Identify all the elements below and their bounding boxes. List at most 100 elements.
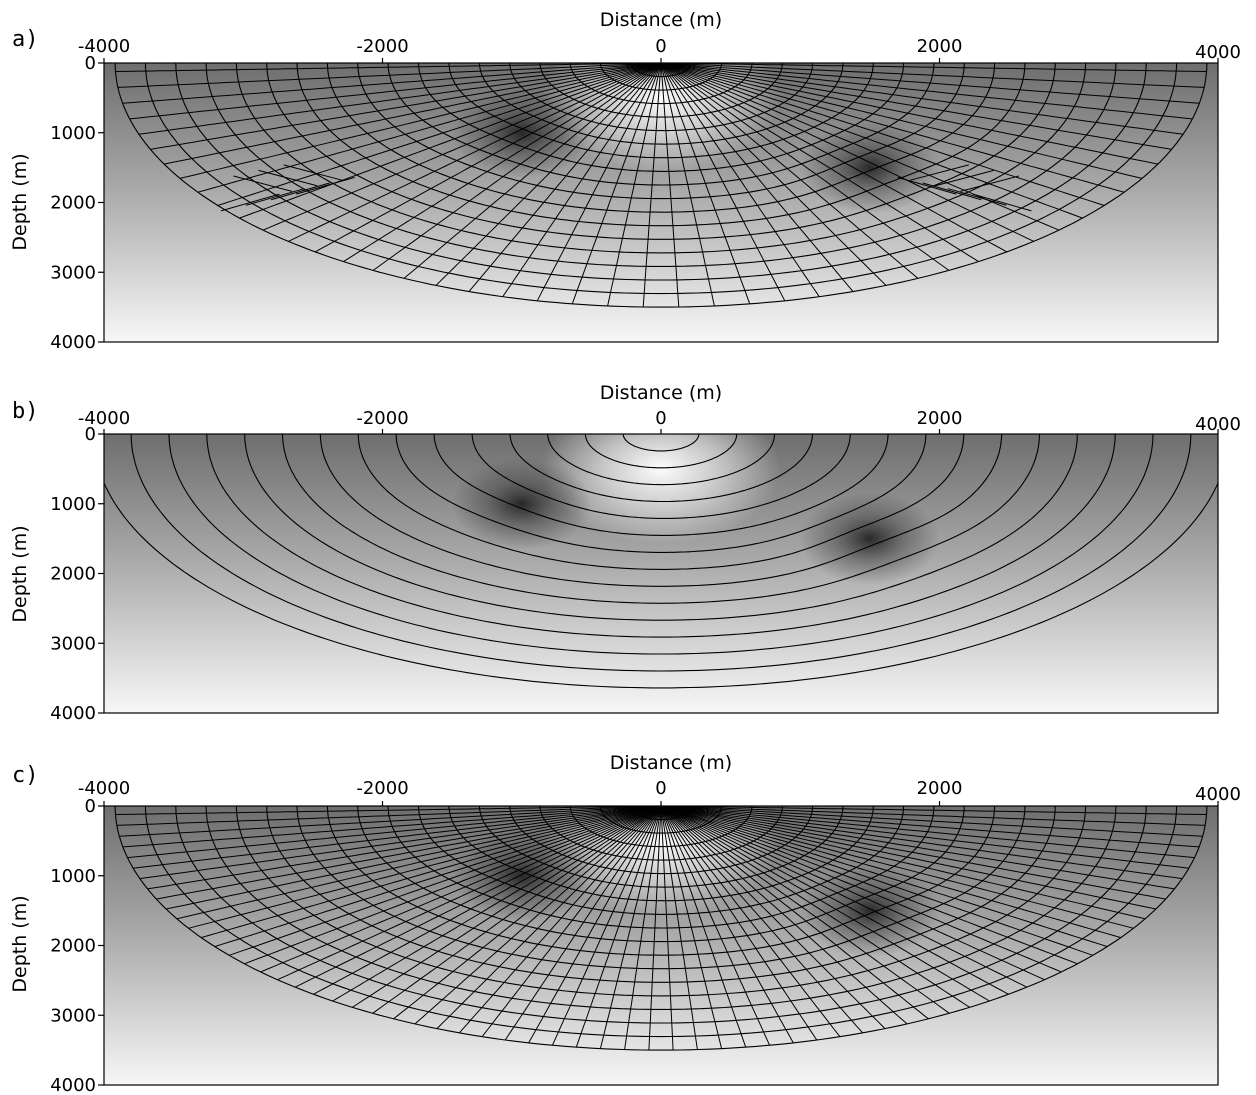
ray bbox=[129, 63, 662, 120]
ray bbox=[660, 806, 1175, 890]
wave-layer bbox=[114, 806, 1208, 1051]
wavefront bbox=[130, 434, 1192, 672]
low-velocity-anomaly bbox=[799, 864, 940, 957]
y-tick-label: 4000 bbox=[50, 1075, 96, 1095]
y-tick-label: 3000 bbox=[50, 1005, 96, 1026]
caustic-ray bbox=[922, 182, 982, 201]
ray bbox=[277, 806, 662, 981]
ray bbox=[660, 806, 886, 1029]
ray bbox=[660, 806, 747, 1048]
y-axis-title: Depth (m) bbox=[9, 895, 31, 992]
ray bbox=[133, 806, 662, 869]
ray bbox=[660, 806, 864, 1034]
caustic-ray bbox=[258, 169, 318, 187]
wavefront bbox=[114, 806, 1208, 1051]
ray bbox=[660, 806, 1108, 948]
caustic-ray bbox=[935, 169, 994, 187]
ray bbox=[156, 806, 662, 900]
plot-area bbox=[103, 433, 1219, 714]
x-tick-label: 2000 bbox=[917, 778, 963, 799]
panel-label: b) bbox=[12, 399, 39, 424]
x-axis-title: Distance (m) bbox=[610, 752, 732, 774]
ray bbox=[468, 63, 662, 292]
wavefront bbox=[205, 63, 1117, 267]
ray bbox=[660, 63, 887, 286]
ray bbox=[115, 63, 662, 72]
y-tick-label: 0 bbox=[85, 796, 96, 817]
ray bbox=[660, 806, 970, 1008]
y-tick-label: 1000 bbox=[50, 866, 96, 887]
ray bbox=[165, 806, 662, 910]
wavefront bbox=[326, 63, 996, 213]
wavefront bbox=[509, 434, 813, 503]
ray bbox=[179, 63, 662, 179]
ray bbox=[214, 806, 662, 948]
wavefront bbox=[539, 63, 783, 118]
ray bbox=[150, 63, 662, 150]
ray bbox=[607, 63, 662, 307]
panel-a: a) Distance (m) Depth (m) -4000 -2000 0 200… bbox=[9, 9, 1241, 353]
ray bbox=[660, 806, 1093, 956]
y-tick-label: 1000 bbox=[50, 123, 96, 144]
high-velocity-zone bbox=[541, 63, 781, 173]
caustic-ray bbox=[245, 188, 305, 206]
ray bbox=[660, 806, 1078, 965]
x-axis: -4000 -2000 0 2000 4000 bbox=[78, 36, 1241, 63]
wavefront bbox=[357, 434, 965, 570]
ray bbox=[660, 63, 680, 308]
ray bbox=[648, 806, 662, 1051]
ray bbox=[660, 63, 820, 297]
ray bbox=[147, 806, 662, 890]
x-axis: -4000 -2000 0 2000 4000 bbox=[78, 408, 1241, 435]
wavefront bbox=[509, 63, 814, 132]
wavefront bbox=[547, 434, 776, 486]
wavefront bbox=[387, 63, 935, 186]
y-axis-title: Depth (m) bbox=[9, 525, 31, 622]
wavefront bbox=[114, 63, 1208, 308]
ray bbox=[294, 806, 662, 988]
wavefront bbox=[206, 434, 1116, 638]
ray bbox=[660, 806, 1166, 900]
low-velocity-anomaly bbox=[799, 121, 940, 214]
wavefront bbox=[319, 434, 1003, 587]
ray bbox=[660, 806, 794, 1044]
y-tick-label: 0 bbox=[85, 424, 96, 445]
plot-area bbox=[103, 805, 1219, 1086]
ray bbox=[575, 806, 662, 1048]
ray bbox=[660, 806, 1157, 910]
ray bbox=[660, 63, 1200, 104]
wavefront bbox=[478, 63, 844, 145]
ray bbox=[660, 806, 929, 1020]
high-velocity-zone bbox=[541, 434, 781, 544]
wavefront bbox=[471, 434, 851, 519]
wavefront bbox=[244, 434, 1078, 621]
panel-label: a) bbox=[12, 27, 39, 52]
caustic-ray bbox=[960, 175, 1019, 192]
ray bbox=[458, 806, 662, 1034]
ray bbox=[660, 63, 1205, 88]
wavefront bbox=[395, 434, 927, 553]
plot-area bbox=[103, 62, 1219, 343]
x-tick-label: -4000 bbox=[78, 408, 130, 429]
wavefront bbox=[175, 63, 1147, 281]
ray bbox=[660, 806, 1146, 920]
y-axis-title: Depth (m) bbox=[9, 153, 31, 250]
wavefront bbox=[168, 434, 1154, 655]
caustic-ray bbox=[220, 193, 280, 212]
ray bbox=[660, 806, 674, 1051]
x-tick-label: 4000 bbox=[1195, 784, 1241, 805]
ray bbox=[660, 63, 1125, 193]
ray bbox=[188, 806, 662, 929]
ray bbox=[119, 806, 662, 837]
y-tick-label: 2000 bbox=[50, 193, 96, 214]
x-tick-label: 0 bbox=[655, 408, 666, 429]
y-tick-label: 2000 bbox=[50, 564, 96, 585]
ray bbox=[122, 63, 662, 104]
ray bbox=[217, 63, 662, 206]
ray bbox=[660, 63, 1105, 206]
wavefront bbox=[235, 63, 1087, 254]
ray bbox=[599, 806, 662, 1049]
ray bbox=[314, 63, 662, 253]
ray bbox=[660, 63, 1158, 165]
ray bbox=[414, 806, 662, 1025]
